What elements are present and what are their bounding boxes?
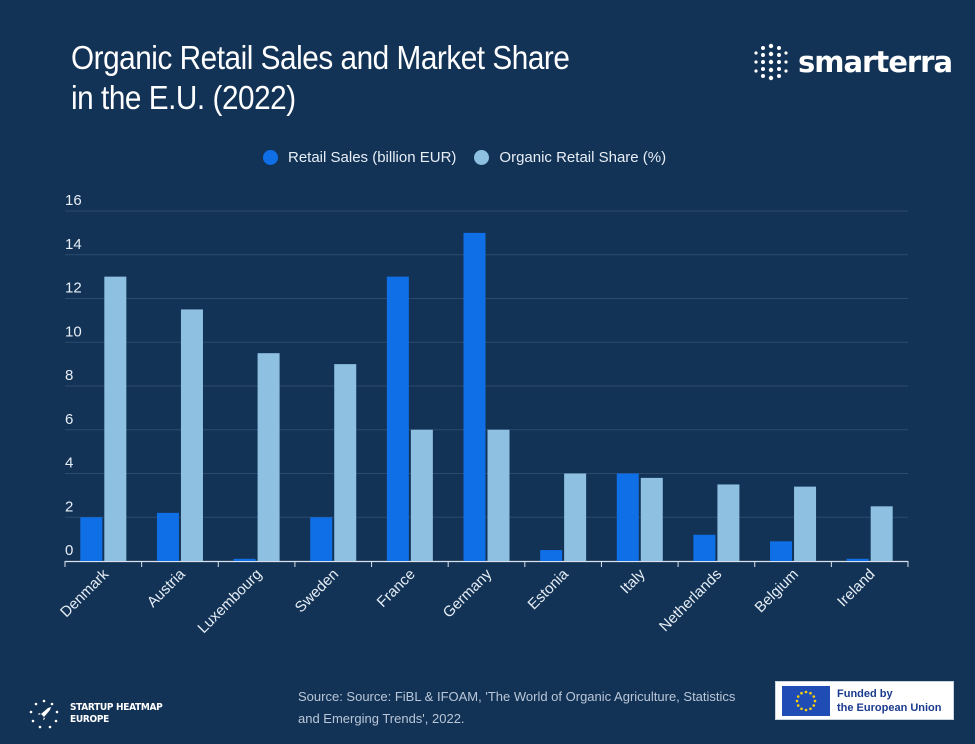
brand-name: smarterra [798, 45, 953, 79]
smarterra-dots-icon [754, 43, 788, 81]
bar-sales-denmark [80, 517, 103, 561]
bar-sales-ireland [846, 558, 869, 561]
y-tick-label: 0 [65, 542, 73, 559]
chart-legend: Retail Sales (billion EUR) Organic Retai… [263, 146, 684, 168]
y-tick-label: 10 [65, 323, 82, 340]
x-tick-label: Germany [440, 565, 496, 621]
title-line-1: Organic Retail Sales and Market Share [71, 39, 570, 76]
y-tick-label: 6 [65, 411, 73, 428]
eu-line-2: the European Union [837, 701, 942, 714]
eu-flag-icon [782, 685, 830, 716]
bar-sales-germany [463, 232, 486, 561]
legend-label-sales: Retail Sales (billion EUR) [288, 148, 457, 166]
legend-label-share: Organic Retail Share (%) [499, 148, 667, 166]
bar-chart: 0 2 4 6 8 10 12 14 16 Denmark Austria Luxembourg Swe… [57, 192, 909, 637]
startup-line-2: EUROPE [70, 714, 109, 725]
eu-funding-text: Funded by the European Union [837, 687, 942, 715]
bar-share-denmark [104, 276, 127, 561]
chart-title: Organic Retail Sales and Market Share in… [71, 38, 570, 118]
smarterra-logo: smarterra [752, 42, 953, 82]
bar-share-luxembourg [257, 353, 280, 561]
legend-item-share: Organic Retail Share (%) [474, 149, 666, 166]
legend-item-sales: Retail Sales (billion EUR) [263, 149, 456, 166]
startup-heatmap-text: STARTUP HEATMAP EUROPE [70, 702, 163, 726]
bar-sales-austria [156, 512, 179, 561]
bar-share-austria [180, 309, 203, 561]
bar-sales-france [386, 276, 409, 561]
startup-heatmap-logo: STARTUP HEATMAP EUROPE [28, 698, 163, 730]
x-tick-label: Belgium [752, 566, 802, 616]
x-tick-label: Sweden [292, 566, 342, 616]
x-tick-label: Netherlands [656, 566, 725, 635]
x-tick-label: Luxembourg [194, 566, 265, 637]
x-tick-label: Estonia [525, 565, 573, 613]
y-tick-label: 12 [65, 280, 82, 297]
startup-line-1: STARTUP HEATMAP [70, 702, 163, 713]
bar-share-france [410, 429, 433, 561]
rocket-icon [29, 699, 59, 729]
bar-share-ireland [870, 506, 893, 561]
bar-share-estonia [564, 473, 587, 561]
x-tick-label: Italy [617, 565, 649, 597]
title-line-2: in the E.U. (2022) [71, 79, 296, 116]
x-tick-label: Denmark [57, 565, 112, 620]
y-tick-label: 16 [65, 192, 82, 209]
bar-sales-netherlands [693, 534, 716, 561]
legend-swatch-sales [263, 149, 278, 165]
bar-share-netherlands [717, 484, 740, 561]
source-note: Source: Source: FiBL & IFOAM, 'The World… [298, 689, 736, 726]
eu-funding-badge: Funded by the European Union [775, 681, 954, 720]
x-tick-label: Austria [144, 565, 189, 610]
bar-sales-sweden [310, 517, 333, 561]
bar-share-belgium [794, 486, 817, 561]
y-tick-label: 4 [65, 455, 73, 472]
bar-sales-luxembourg [233, 558, 256, 561]
x-tick-label: Ireland [834, 566, 878, 610]
y-tick-label: 8 [65, 367, 73, 384]
y-tick-label: 2 [65, 498, 73, 515]
bar-sales-estonia [540, 550, 563, 561]
y-tick-label: 14 [65, 236, 82, 253]
bar-share-italy [640, 477, 663, 561]
bar-share-sweden [334, 364, 357, 561]
bar-share-germany [487, 429, 510, 561]
x-tick-label: France [374, 566, 419, 611]
bar-sales-belgium [770, 541, 793, 561]
bar-sales-italy [616, 473, 639, 561]
eu-line-1: Funded by [837, 687, 893, 700]
legend-swatch-share [474, 149, 490, 165]
